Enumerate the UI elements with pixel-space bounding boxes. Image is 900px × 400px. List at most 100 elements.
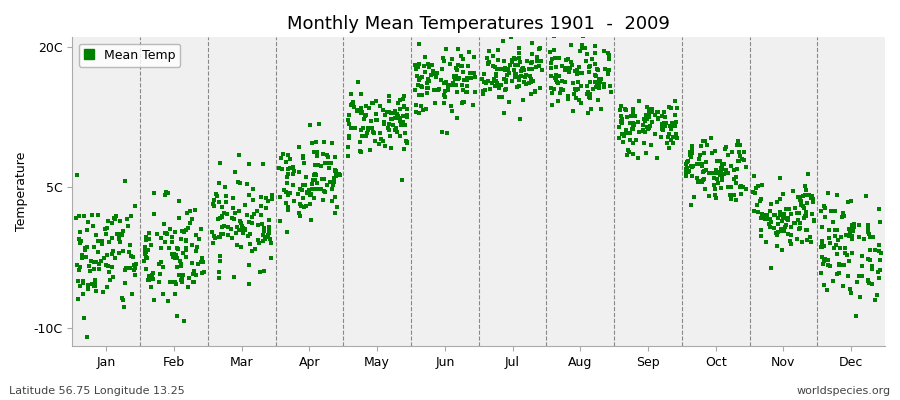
Point	[410, 66, 424, 72]
Point	[171, 272, 185, 278]
Point	[180, 210, 194, 216]
Point	[139, 266, 153, 272]
Point	[865, 263, 879, 269]
Point	[777, 211, 791, 217]
Point	[823, 240, 837, 246]
Point	[99, 231, 113, 237]
Point	[411, 61, 426, 67]
Point	[589, 73, 603, 80]
Point	[806, 195, 820, 202]
Point	[122, 242, 137, 248]
Point	[860, 225, 875, 232]
Point	[396, 118, 410, 125]
Point	[442, 82, 456, 88]
Point	[75, 254, 89, 261]
Point	[536, 67, 550, 73]
Point	[664, 124, 679, 130]
Point	[175, 278, 189, 285]
Point	[572, 70, 587, 76]
Point	[184, 220, 198, 226]
Point	[576, 32, 590, 39]
Point	[783, 238, 797, 244]
Point	[554, 86, 568, 92]
Point	[761, 221, 776, 227]
Point	[697, 168, 711, 174]
Point	[762, 208, 777, 214]
Point	[147, 211, 161, 217]
Point	[512, 50, 526, 56]
Point	[780, 215, 795, 221]
Point	[554, 62, 569, 69]
Point	[142, 273, 157, 279]
Point	[670, 105, 685, 111]
Point	[437, 94, 452, 100]
Point	[292, 185, 307, 192]
Point	[806, 217, 821, 224]
Point	[840, 251, 854, 258]
Point	[451, 76, 465, 82]
Point	[776, 226, 790, 233]
Point	[718, 146, 733, 153]
Point	[460, 89, 474, 96]
Point	[227, 274, 241, 280]
Point	[281, 152, 295, 158]
Point	[369, 98, 383, 104]
Point	[562, 65, 577, 71]
Point	[635, 121, 650, 128]
Point	[386, 122, 400, 128]
Point	[397, 122, 411, 128]
Point	[256, 231, 270, 238]
Point	[256, 225, 271, 231]
Point	[872, 206, 886, 212]
Point	[647, 111, 662, 118]
Point	[253, 269, 267, 275]
Point	[729, 173, 743, 180]
Point	[400, 106, 414, 112]
Point	[446, 80, 461, 86]
Point	[791, 194, 806, 200]
Point	[116, 297, 130, 304]
Point	[619, 152, 634, 158]
Point	[696, 138, 710, 145]
Point	[779, 215, 794, 222]
Point	[828, 233, 842, 239]
Point	[523, 73, 537, 80]
Point	[746, 189, 760, 195]
Point	[555, 87, 570, 94]
Point	[834, 234, 849, 240]
Point	[228, 169, 242, 175]
Point	[230, 179, 245, 185]
Point	[636, 116, 651, 122]
Point	[399, 138, 413, 144]
Point	[658, 123, 672, 129]
Point	[170, 313, 184, 319]
Point	[773, 196, 788, 202]
Point	[116, 228, 130, 234]
Point	[617, 106, 632, 112]
Point	[869, 292, 884, 298]
Point	[500, 66, 515, 72]
Point	[101, 218, 115, 224]
Point	[160, 231, 175, 237]
Point	[557, 66, 572, 73]
Point	[205, 240, 220, 246]
Point	[283, 156, 297, 162]
Point	[412, 74, 427, 81]
Point	[569, 95, 583, 101]
Point	[292, 144, 307, 150]
Point	[356, 125, 371, 131]
Point	[642, 114, 656, 120]
Point	[797, 183, 812, 189]
Point	[580, 109, 595, 116]
Point	[240, 181, 255, 188]
Point	[302, 187, 317, 194]
Point	[612, 134, 626, 141]
Point	[590, 66, 604, 72]
Point	[225, 234, 239, 241]
Point	[382, 127, 396, 134]
Point	[298, 182, 312, 188]
Point	[83, 268, 97, 274]
Point	[328, 166, 342, 173]
Point	[601, 71, 616, 78]
Point	[816, 242, 831, 249]
